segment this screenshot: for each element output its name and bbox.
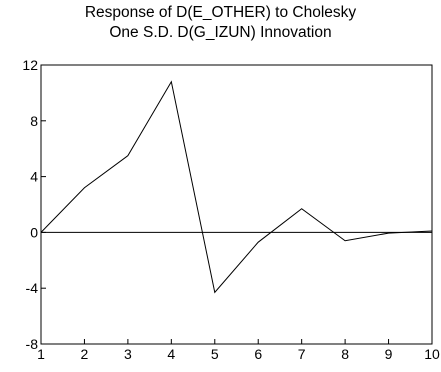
x-tick-label: 5 (211, 346, 219, 362)
x-tick-label: 10 (424, 346, 440, 362)
x-tick-label: 4 (167, 346, 175, 362)
y-tick-label: -8 (26, 336, 39, 352)
x-tick-label: 6 (254, 346, 262, 362)
chart-title-line-1: Response of D(E_OTHER) to Cholesky (84, 4, 357, 21)
x-tick-label: 7 (298, 346, 306, 362)
x-tick-label: 2 (81, 346, 89, 362)
y-tick-label: 0 (30, 224, 38, 240)
y-tick-label: 12 (22, 57, 38, 73)
y-tick-label: -4 (26, 280, 39, 296)
series-line (40, 80, 433, 294)
x-tick-label: 9 (385, 346, 393, 362)
x-tick-label: 8 (341, 346, 349, 362)
y-tick-label: 8 (30, 113, 38, 129)
plot-frame (40, 64, 433, 345)
y-tick-label: 4 (30, 169, 38, 185)
chart-title: Response of D(E_OTHER) to Cholesky One S… (0, 3, 441, 43)
x-tick-label: 3 (124, 346, 132, 362)
chart-title-line-2: One S.D. D(G_IZUN) Innovation (109, 24, 332, 41)
x-tick-label: 1 (37, 346, 45, 362)
